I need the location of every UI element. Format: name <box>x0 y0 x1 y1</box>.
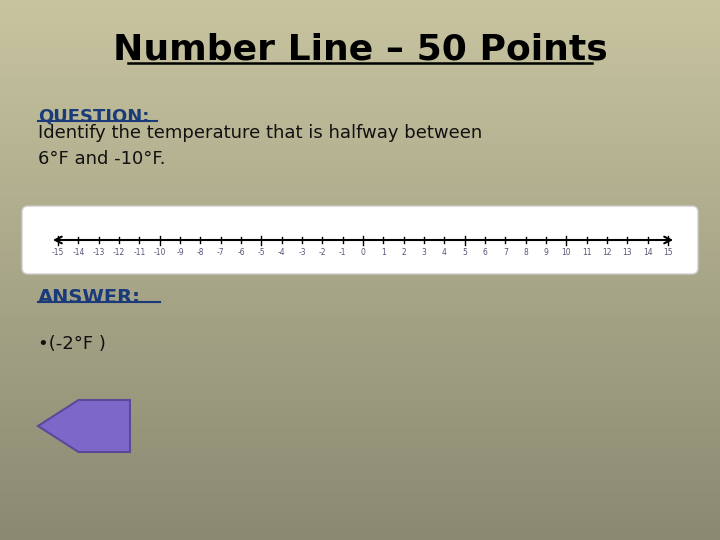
Text: 12: 12 <box>602 248 612 257</box>
Text: 15: 15 <box>663 248 672 257</box>
Text: -7: -7 <box>217 248 225 257</box>
Text: 11: 11 <box>582 248 591 257</box>
Text: -4: -4 <box>278 248 285 257</box>
Text: -8: -8 <box>197 248 204 257</box>
Text: -6: -6 <box>237 248 245 257</box>
Text: -9: -9 <box>176 248 184 257</box>
Text: 8: 8 <box>523 248 528 257</box>
Text: -15: -15 <box>52 248 64 257</box>
Text: -13: -13 <box>92 248 105 257</box>
Text: 9: 9 <box>544 248 549 257</box>
FancyBboxPatch shape <box>22 206 698 274</box>
Text: 5: 5 <box>462 248 467 257</box>
Text: -14: -14 <box>72 248 84 257</box>
Text: -5: -5 <box>258 248 265 257</box>
Text: -11: -11 <box>133 248 145 257</box>
Text: •(-2°F ): •(-2°F ) <box>38 335 106 353</box>
Text: 13: 13 <box>623 248 632 257</box>
Polygon shape <box>38 400 130 452</box>
Text: 1: 1 <box>381 248 386 257</box>
Text: 10: 10 <box>562 248 571 257</box>
Text: 6: 6 <box>482 248 487 257</box>
Text: 0: 0 <box>361 248 366 257</box>
Text: QUESTION:: QUESTION: <box>38 108 149 126</box>
Text: 3: 3 <box>422 248 426 257</box>
Text: Number Line – 50 Points: Number Line – 50 Points <box>112 32 608 66</box>
Text: Identify the temperature that is halfway between
6°F and -10°F.: Identify the temperature that is halfway… <box>38 124 482 168</box>
Text: -1: -1 <box>339 248 346 257</box>
Text: 7: 7 <box>503 248 508 257</box>
Text: -2: -2 <box>318 248 326 257</box>
Text: 14: 14 <box>643 248 652 257</box>
Text: ANSWER:: ANSWER: <box>38 288 141 307</box>
Text: -12: -12 <box>113 248 125 257</box>
Text: -3: -3 <box>298 248 306 257</box>
Text: -10: -10 <box>153 248 166 257</box>
Text: 2: 2 <box>401 248 406 257</box>
Text: 4: 4 <box>442 248 447 257</box>
